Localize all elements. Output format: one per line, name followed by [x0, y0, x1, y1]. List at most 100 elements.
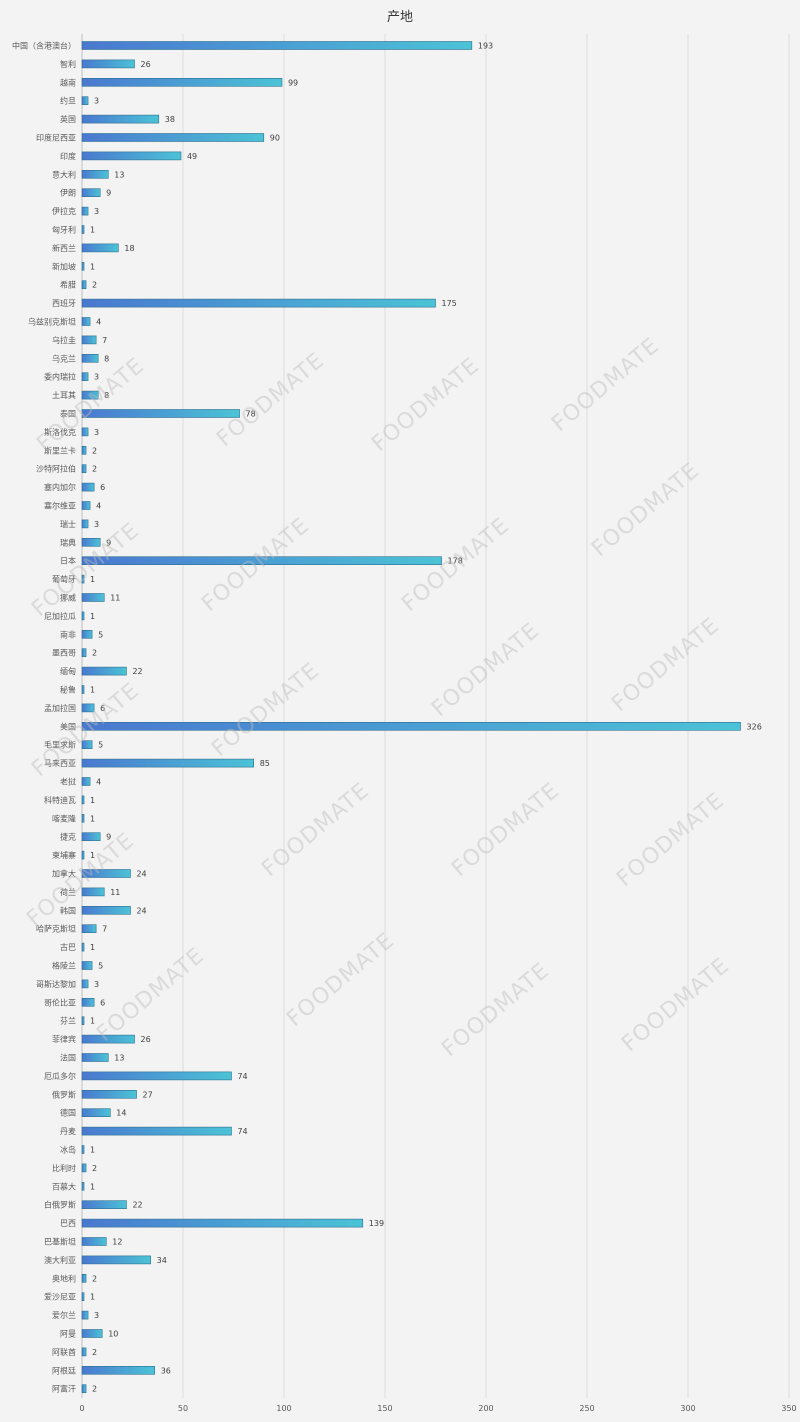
data-label: 49 [187, 152, 197, 161]
data-label: 9 [106, 538, 111, 547]
x-tick-label: 150 [377, 1404, 392, 1413]
category-label: 古巴 [60, 942, 76, 952]
bar [81, 869, 131, 878]
data-label: 4 [96, 778, 101, 787]
data-label: 22 [132, 667, 142, 676]
category-label: 哥斯达黎加 [36, 979, 76, 989]
data-label: 1 [90, 612, 95, 621]
data-label: 11 [110, 888, 120, 897]
bar [81, 1384, 87, 1393]
data-label: 13 [114, 170, 124, 179]
bar [81, 1126, 232, 1136]
data-label: 2 [92, 1274, 97, 1283]
bar [81, 1237, 107, 1246]
watermark: FOODMATE [257, 778, 374, 882]
data-label: 74 [237, 1072, 247, 1081]
data-label: 78 [246, 410, 256, 419]
category-label: 百慕大 [52, 1181, 76, 1191]
bar [81, 464, 87, 474]
bar [81, 372, 89, 382]
category-label: 印度 [60, 151, 76, 161]
bar [81, 666, 127, 676]
category-label: 捷克 [60, 832, 76, 842]
bar [81, 170, 109, 179]
category-label: 尼加拉瓜 [44, 611, 76, 621]
category-label: 冰岛 [60, 1145, 76, 1155]
watermark: FOODMATE [547, 333, 664, 437]
data-label: 38 [165, 115, 175, 124]
bar [81, 225, 85, 234]
category-label: 法国 [60, 1053, 76, 1063]
data-label: 5 [98, 962, 103, 971]
bar [81, 1108, 111, 1117]
watermark: FOODMATE [437, 958, 554, 1062]
data-label: 9 [106, 189, 111, 198]
data-label: 24 [136, 906, 146, 915]
bar [81, 519, 89, 529]
category-label: 瑞典 [60, 537, 76, 547]
bar [81, 1090, 137, 1099]
category-label: 伊拉克 [52, 206, 76, 216]
data-label: 14 [116, 1109, 126, 1118]
bar [81, 188, 101, 197]
category-label: 加拿大 [52, 869, 76, 879]
data-label: 2 [92, 1385, 97, 1394]
data-label: 9 [106, 833, 111, 842]
category-label: 土耳其 [52, 390, 76, 400]
category-label: 丹麦 [60, 1126, 76, 1136]
category-label: 南非 [60, 629, 76, 639]
watermark: FOODMATE [587, 458, 704, 562]
bar [81, 1200, 127, 1209]
data-label: 3 [94, 1311, 99, 1320]
x-tick-label: 50 [178, 1404, 188, 1413]
category-label: 比利时 [52, 1163, 76, 1173]
bar [81, 905, 131, 915]
data-label: 36 [161, 1366, 171, 1375]
category-label: 沙特阿拉伯 [36, 464, 76, 474]
bar [81, 593, 105, 602]
bar [81, 78, 283, 87]
bar [81, 353, 99, 363]
category-label: 缅甸 [60, 666, 76, 676]
bar [81, 942, 85, 952]
category-label: 乌克兰 [52, 353, 76, 363]
data-label: 18 [124, 244, 134, 253]
category-label: 墨西哥 [52, 649, 76, 658]
category-label: 英国 [60, 114, 76, 124]
data-label: 1 [90, 814, 95, 823]
watermark: FOODMATE [447, 778, 564, 882]
bar [81, 1274, 87, 1283]
category-label: 奥地利 [52, 1273, 76, 1283]
category-label: 德国 [60, 1108, 76, 1118]
watermark: FOODMATE [92, 943, 209, 1047]
category-label: 俄罗斯 [52, 1089, 76, 1099]
bar [81, 537, 101, 547]
category-label: 塞内加尔 [44, 482, 76, 492]
category-label: 科特迪瓦 [44, 795, 76, 805]
bar [81, 335, 97, 345]
data-label: 3 [94, 207, 99, 216]
data-label: 1 [90, 262, 95, 271]
bar [81, 813, 85, 823]
bar [81, 151, 182, 161]
data-label: 193 [478, 42, 493, 51]
data-label: 4 [96, 318, 101, 327]
category-label: 孟加拉国 [44, 703, 76, 713]
data-label: 2 [92, 465, 97, 474]
bar [81, 390, 99, 400]
bar [81, 887, 105, 897]
data-label: 11 [110, 594, 120, 603]
category-label: 荷兰 [60, 887, 76, 897]
bar [81, 574, 85, 584]
data-label: 99 [288, 78, 298, 87]
bar [81, 795, 85, 805]
x-tick-label: 250 [579, 1404, 594, 1413]
bar [81, 961, 93, 970]
bar [81, 703, 95, 713]
bar [81, 758, 254, 768]
watermark: FOODMATE [212, 348, 329, 452]
x-tick-label: 200 [478, 1404, 493, 1413]
category-label: 阿富汗 [52, 1384, 76, 1394]
data-label: 1 [90, 1017, 95, 1026]
data-label: 1 [90, 851, 95, 860]
